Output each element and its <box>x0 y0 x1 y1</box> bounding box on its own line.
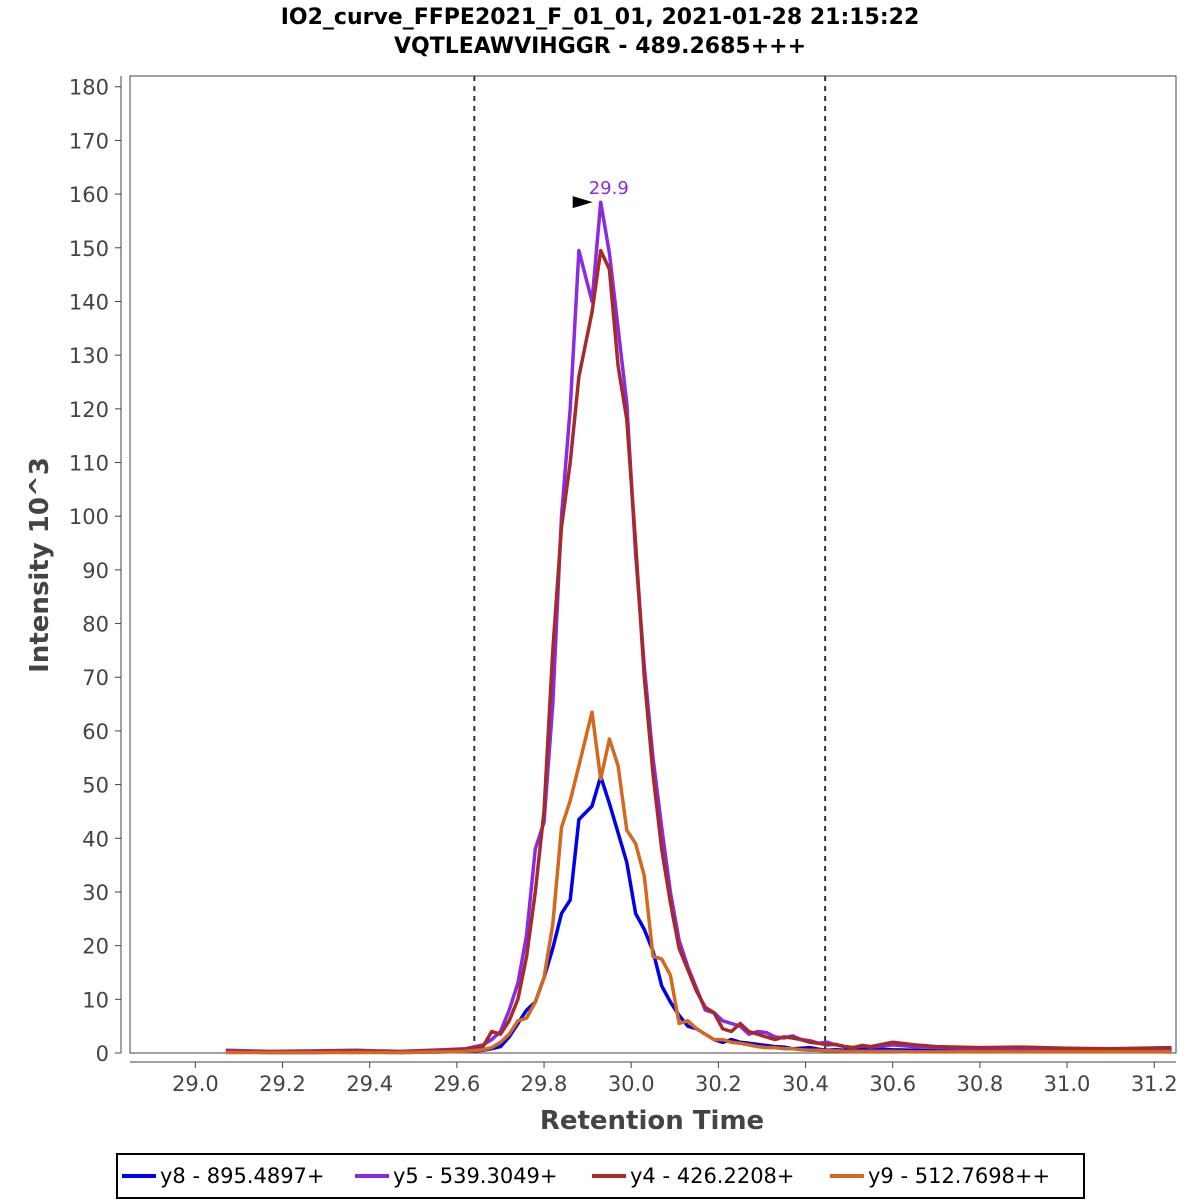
series-line-y9 <box>225 710 1172 1055</box>
y-tick-label: 120 <box>69 398 109 422</box>
y-tick-label: 20 <box>82 935 109 959</box>
x-tick-label: 29.2 <box>259 1072 306 1096</box>
y-tick-label: 70 <box>82 666 109 690</box>
y-tick-label: 80 <box>82 613 109 637</box>
y-tick-label: 50 <box>82 774 109 798</box>
y-tick-label: 110 <box>69 452 109 476</box>
integration-bounds <box>473 76 827 1053</box>
peak-label: 29.9 <box>589 178 629 199</box>
y-tick-label: 140 <box>69 290 109 314</box>
y-tick-label: 180 <box>69 76 109 100</box>
legend-entry-label: y5 - 539.3049+ <box>393 1164 558 1188</box>
y-tick-label: 160 <box>69 183 109 207</box>
y-tick-label: 10 <box>82 988 109 1012</box>
y-tick-label: 100 <box>69 505 109 529</box>
series-y4 <box>225 248 1172 1054</box>
peak-arrow-icon <box>572 196 593 209</box>
x-axis: 29.0 29.2 29.4 29.6 29.8 30.0 30.2 30.4 30.6 30.8… <box>130 1061 1178 1096</box>
series-y9 <box>225 710 1172 1055</box>
plot-area <box>129 75 1177 1054</box>
legend-entry-label: y8 - 895.4897+ <box>160 1164 325 1188</box>
x-tick-label: 30.2 <box>695 1072 742 1096</box>
legend-entry-label: y4 - 426.2208+ <box>630 1164 795 1188</box>
y-tick-label: 90 <box>82 559 109 583</box>
y-tick-label: 30 <box>82 881 109 905</box>
y-axis: 0 10 20 30 40 50 60 70 80 90 100 110 120 130 140 150 160… <box>69 76 122 1066</box>
y-axis-label: Intensity 10^3 <box>25 457 55 673</box>
x-tick-label: 30.8 <box>956 1072 1003 1096</box>
y-tick-label: 130 <box>69 344 109 368</box>
legend-entry-label: y9 - 512.7698++ <box>868 1164 1050 1188</box>
x-tick-label: 30.0 <box>608 1072 655 1096</box>
chart-subtitle: VQTLEAWVIHGGR - 489.2685+++ <box>394 34 806 59</box>
series-line-y4 <box>225 248 1172 1054</box>
legend: y8 - 895.4897+ y5 - 539.3049+ y4 - 426.220… <box>116 1153 1085 1199</box>
x-tick-label: 30.6 <box>869 1072 916 1096</box>
x-tick-label: 29.0 <box>172 1072 219 1096</box>
chart-title: IO2_curve_FFPE2021_F_01_01, 2021-01-28 2… <box>281 5 920 30</box>
x-tick-label: 31.0 <box>1044 1072 1091 1096</box>
series-layer <box>225 200 1172 1055</box>
y-tick-label: 170 <box>69 129 109 153</box>
y-tick-label: 0 <box>96 1042 109 1066</box>
y-tick-label: 40 <box>82 827 109 851</box>
x-tick-label: 29.6 <box>433 1072 480 1096</box>
x-tick-label: 31.2 <box>1131 1072 1178 1096</box>
x-tick-label: 29.4 <box>346 1072 393 1096</box>
x-tick-label: 30.4 <box>782 1072 829 1096</box>
peak-annotation: 29.9 <box>572 178 629 209</box>
y-tick-label: 150 <box>69 237 109 261</box>
x-tick-label: 29.8 <box>521 1072 568 1096</box>
y-tick-label: 60 <box>82 720 109 744</box>
x-axis-label: Retention Time <box>540 1106 764 1136</box>
